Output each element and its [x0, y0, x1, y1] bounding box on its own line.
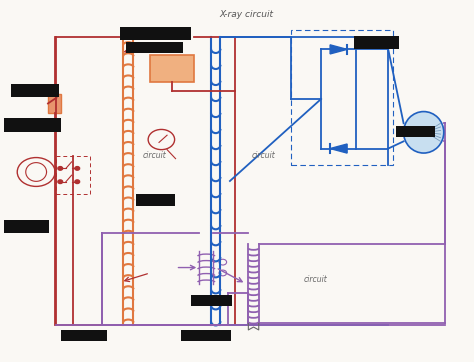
Bar	[48, 94, 61, 113]
Text: circuit: circuit	[143, 151, 166, 160]
Circle shape	[58, 167, 63, 170]
Polygon shape	[330, 45, 347, 54]
FancyBboxPatch shape	[120, 28, 191, 40]
Bar	[150, 55, 194, 82]
Circle shape	[58, 180, 63, 184]
FancyBboxPatch shape	[11, 84, 59, 97]
FancyBboxPatch shape	[4, 118, 61, 132]
Circle shape	[75, 167, 80, 170]
Bar	[292, 30, 393, 165]
FancyBboxPatch shape	[137, 194, 174, 206]
Text: circuit: circuit	[303, 275, 327, 284]
Polygon shape	[330, 144, 347, 153]
FancyBboxPatch shape	[4, 220, 49, 232]
FancyBboxPatch shape	[354, 37, 399, 49]
Ellipse shape	[403, 111, 444, 153]
FancyBboxPatch shape	[191, 295, 232, 307]
FancyBboxPatch shape	[61, 330, 107, 341]
Bar	[56, 156, 91, 194]
Circle shape	[75, 180, 80, 184]
FancyBboxPatch shape	[181, 330, 231, 341]
Text: X-ray circuit: X-ray circuit	[219, 10, 273, 19]
FancyBboxPatch shape	[126, 42, 183, 53]
Text: circuit: circuit	[251, 151, 275, 160]
FancyBboxPatch shape	[396, 126, 435, 137]
